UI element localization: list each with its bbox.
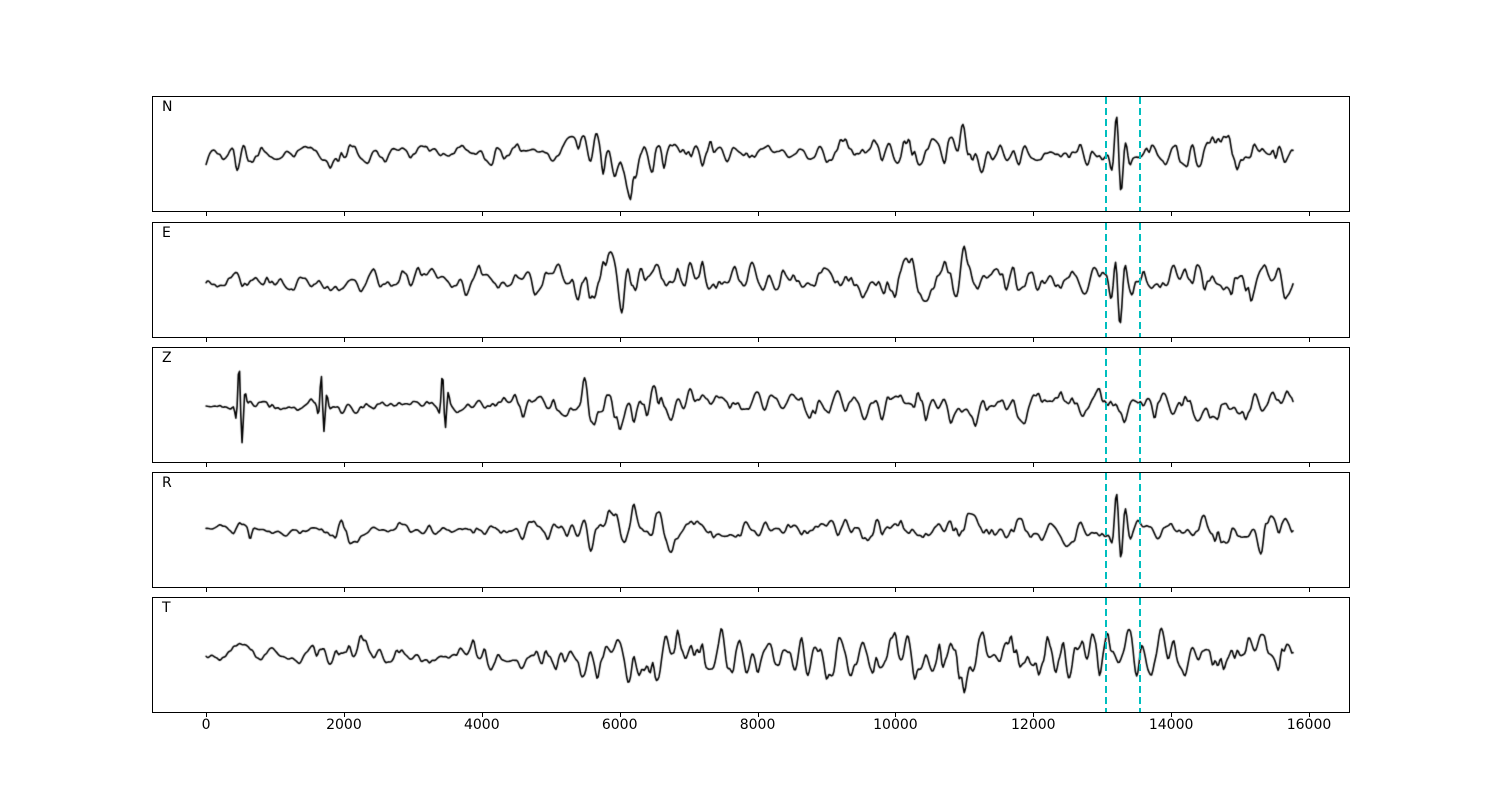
x-axis-tick [481, 338, 483, 342]
x-axis-tick [1309, 713, 1311, 717]
pick-line-right [1139, 473, 1142, 587]
waveform-trace-N [153, 97, 1349, 211]
panel-N: N [152, 96, 1350, 212]
pick-line-right [1139, 348, 1142, 462]
x-axis-tick [895, 338, 897, 342]
panel-label: E [162, 225, 171, 241]
pick-line-right [1139, 598, 1142, 712]
panel-label: T [162, 600, 171, 616]
pick-line-left [1104, 598, 1107, 712]
x-axis-tick [1309, 338, 1311, 342]
x-tick-label: 12000 [1011, 717, 1056, 733]
x-axis-tick [1309, 463, 1311, 467]
x-axis-tick [1033, 713, 1035, 717]
x-axis-tick [1171, 463, 1173, 467]
x-axis-tick [895, 713, 897, 717]
x-axis-tick [619, 463, 621, 467]
x-axis-tick [619, 713, 621, 717]
x-axis-tick [757, 588, 759, 592]
x-axis-tick [895, 212, 897, 216]
x-axis-tick [1033, 463, 1035, 467]
x-tick-label: 0 [201, 717, 211, 733]
x-tick-label: 10000 [873, 717, 918, 733]
pick-line-left [1104, 97, 1107, 211]
x-axis-tick [895, 463, 897, 467]
x-axis-tick [343, 588, 345, 592]
x-axis-tick [1171, 212, 1173, 216]
x-axis-tick [481, 713, 483, 717]
x-axis-tick [1171, 713, 1173, 717]
x-axis-tick [1033, 212, 1035, 216]
x-axis-tick [343, 713, 345, 717]
x-axis-tick [206, 713, 208, 717]
x-axis-tick [343, 212, 345, 216]
pick-line-left [1104, 348, 1107, 462]
waveform-trace-R [153, 473, 1349, 587]
x-tick-label: 14000 [1148, 717, 1194, 733]
x-tick-label: 4000 [463, 717, 500, 733]
waveform-trace-E [153, 223, 1349, 337]
x-axis-tick [1171, 588, 1173, 592]
x-axis-tick [757, 713, 759, 717]
x-axis-tick [757, 212, 759, 216]
panel-label: R [162, 475, 172, 491]
x-axis-tick [481, 588, 483, 592]
panel-R: R [152, 472, 1350, 588]
x-axis-tick [1309, 588, 1311, 592]
waveform-trace-T [153, 598, 1349, 712]
x-axis-tick [343, 463, 345, 467]
x-axis-tick [206, 588, 208, 592]
x-axis-tick [619, 588, 621, 592]
panel-Z: Z [152, 347, 1350, 463]
x-axis-tick [895, 588, 897, 592]
x-axis-tick [619, 338, 621, 342]
pick-line-right [1139, 97, 1142, 211]
x-axis-tick [1171, 338, 1173, 342]
x-axis-tick [206, 338, 208, 342]
x-axis-tick [1033, 588, 1035, 592]
x-axis-tick [1309, 212, 1311, 216]
panel-label: N [162, 99, 173, 115]
x-axis-tick [481, 463, 483, 467]
x-axis-tick [1033, 338, 1035, 342]
pick-line-left [1104, 223, 1107, 337]
panel-T: T [152, 597, 1350, 713]
x-tick-label: 6000 [601, 717, 638, 733]
x-axis-tick [481, 212, 483, 216]
x-axis-tick [619, 212, 621, 216]
x-axis-tick [206, 212, 208, 216]
panel-label: Z [162, 350, 172, 366]
panel-E: E [152, 222, 1350, 338]
x-tick-label: 2000 [326, 717, 362, 733]
x-axis-tick [757, 338, 759, 342]
x-axis-tick [206, 463, 208, 467]
pick-line-left [1104, 473, 1107, 587]
x-tick-label: 8000 [739, 717, 776, 733]
x-axis-tick [757, 463, 759, 467]
waveform-trace-Z [153, 348, 1349, 462]
pick-line-right [1139, 223, 1142, 337]
x-tick-label: 16000 [1286, 717, 1332, 733]
x-axis-tick [343, 338, 345, 342]
